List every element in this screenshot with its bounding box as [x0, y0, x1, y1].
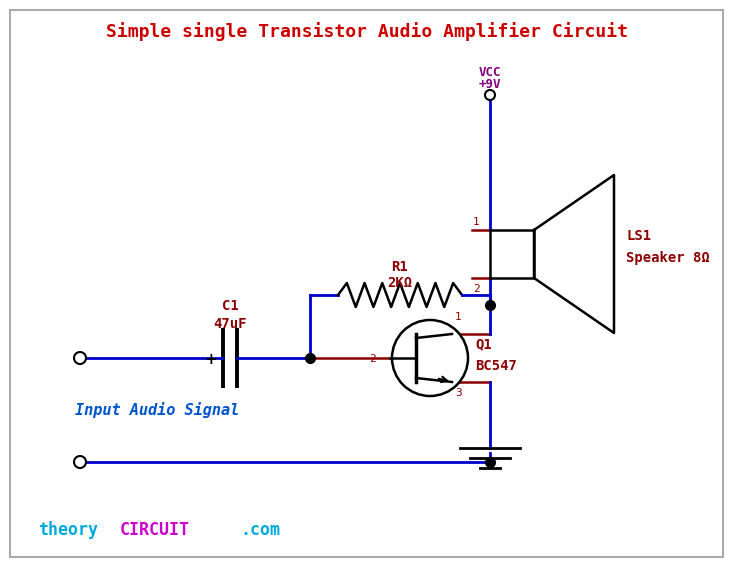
Bar — [490, 230, 534, 278]
Text: 2: 2 — [473, 284, 480, 294]
Text: +: + — [205, 352, 218, 367]
Text: 2KΩ: 2KΩ — [388, 276, 413, 290]
Text: 2: 2 — [369, 354, 375, 364]
Text: +9V: +9V — [479, 78, 501, 91]
Text: Simple single Transistor Audio Amplifier Circuit: Simple single Transistor Audio Amplifier… — [106, 23, 627, 41]
Text: 47uF: 47uF — [213, 317, 247, 331]
Text: 1: 1 — [455, 312, 462, 322]
Text: LS1: LS1 — [626, 229, 651, 243]
Text: R1: R1 — [391, 260, 408, 274]
Text: 1: 1 — [473, 217, 480, 227]
Text: VCC: VCC — [479, 66, 501, 79]
Text: Q1: Q1 — [475, 337, 492, 351]
Text: 3: 3 — [455, 388, 462, 398]
Text: C1: C1 — [221, 299, 238, 313]
Text: CIRCUIT: CIRCUIT — [120, 521, 190, 539]
Circle shape — [392, 320, 468, 396]
Circle shape — [485, 90, 495, 100]
Text: Input Audio Signal: Input Audio Signal — [75, 402, 239, 418]
Text: BC547: BC547 — [475, 359, 517, 373]
Text: Speaker 8Ω: Speaker 8Ω — [626, 251, 710, 265]
Text: theory: theory — [38, 521, 98, 539]
Circle shape — [74, 456, 86, 468]
Circle shape — [74, 352, 86, 364]
Text: .com: .com — [240, 521, 280, 539]
